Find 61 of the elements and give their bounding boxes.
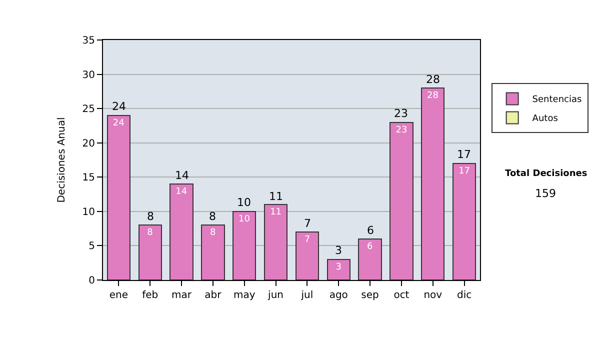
total-label: 11: [269, 190, 283, 203]
y-tick-label: 20: [82, 138, 95, 150]
data-label: 8: [147, 228, 154, 238]
total-label: 6: [367, 224, 374, 237]
bar: [201, 224, 225, 280]
total-label: 23: [394, 107, 408, 120]
data-label: 7: [304, 235, 310, 245]
total-label: 28: [426, 73, 440, 86]
x-tick-label: sep: [361, 290, 379, 301]
data-label: 23: [396, 125, 408, 136]
y-tick-label: 5: [88, 241, 95, 252]
total-label: 8: [147, 210, 154, 223]
bar: [326, 258, 350, 280]
y-axis-title: Decisiones Anual: [56, 117, 68, 203]
y-tick-label: 35: [82, 36, 95, 46]
total-label: 8: [209, 210, 216, 223]
bar: [138, 224, 162, 280]
x-tick-label: mar: [172, 290, 192, 301]
x-tick-label: ago: [329, 290, 348, 301]
total-label: 17: [457, 148, 471, 161]
legend-label: Sentencias: [532, 95, 582, 106]
bar: [452, 162, 476, 280]
data-label: 3: [336, 262, 342, 272]
y-tick-label: 15: [82, 172, 95, 184]
x-tick-label: may: [233, 290, 256, 301]
data-label: 14: [176, 187, 188, 197]
x-tick-label: ene: [109, 290, 128, 301]
data-label: 17: [458, 166, 470, 176]
bar: [170, 184, 194, 280]
x-tick-label: nov: [424, 290, 442, 301]
x-tick-label: abr: [204, 290, 222, 301]
total-label: 7: [304, 217, 311, 230]
bar: [390, 122, 414, 280]
data-label: 10: [238, 214, 250, 224]
bar: [232, 210, 256, 280]
x-tick-label: dic: [456, 290, 472, 301]
total-label: 14: [175, 169, 189, 182]
data-label: 28: [427, 91, 439, 101]
bar: [358, 238, 382, 280]
bar: [106, 114, 131, 280]
text: 159: [535, 187, 556, 200]
y-tick-label: 30: [82, 70, 95, 81]
bar: [421, 88, 445, 280]
data-label: 6: [367, 242, 374, 252]
data-label: 24: [112, 118, 125, 128]
x-tick-label: oct: [394, 290, 410, 301]
bar: [264, 204, 288, 280]
bar: [295, 232, 320, 280]
x-tick-label: jun: [267, 290, 284, 301]
legend-label: Autos: [532, 114, 558, 124]
total-label: 10: [237, 196, 251, 209]
x-tick-label: jul: [300, 290, 314, 301]
data-label: 11: [270, 208, 282, 218]
y-tick-label: 25: [82, 104, 95, 116]
text: Total Decisiones: [505, 169, 588, 179]
x-tick-label: feb: [142, 290, 158, 301]
total-label: 3: [335, 244, 342, 257]
total-label: 24: [112, 100, 126, 113]
y-tick-label: 10: [82, 206, 95, 218]
y-tick-label: 0: [88, 276, 95, 286]
data-label: 8: [210, 228, 216, 238]
